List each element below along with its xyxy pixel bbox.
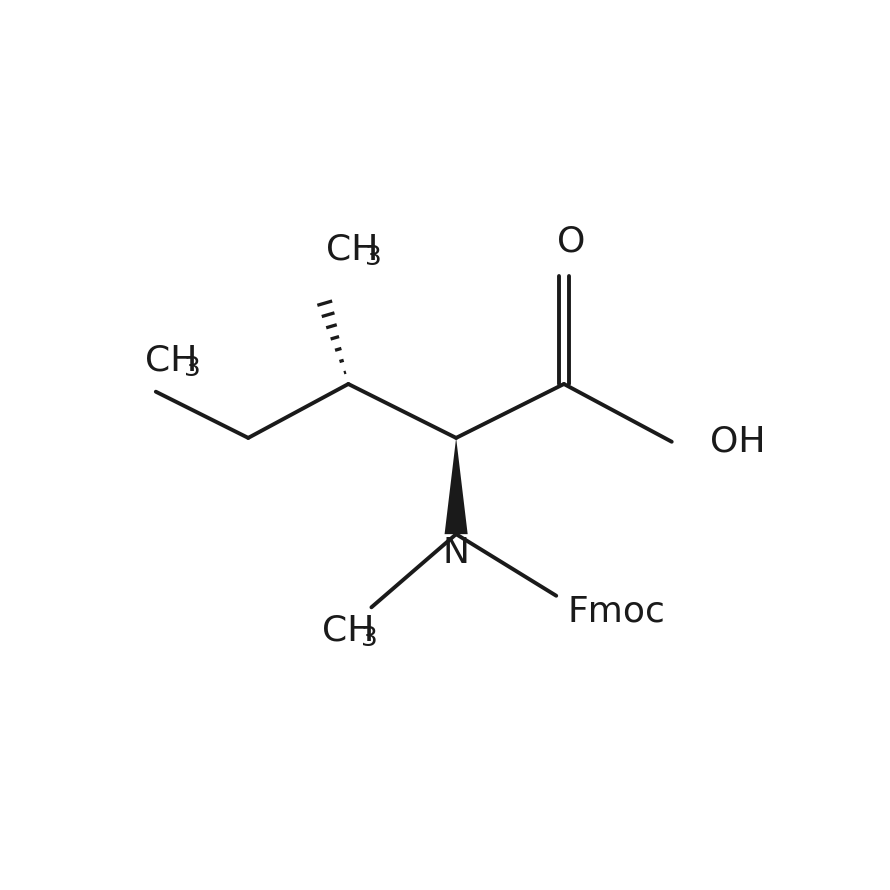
Text: 3: 3 — [365, 245, 381, 271]
Text: O: O — [557, 224, 586, 259]
Text: OH: OH — [710, 425, 765, 458]
Text: Fmoc: Fmoc — [568, 595, 666, 628]
Text: N: N — [442, 537, 470, 570]
Text: 3: 3 — [183, 356, 200, 383]
Text: CH: CH — [322, 613, 375, 647]
Text: 3: 3 — [360, 626, 377, 651]
Text: CH: CH — [326, 232, 378, 266]
Polygon shape — [445, 438, 467, 534]
Text: CH: CH — [145, 344, 198, 378]
